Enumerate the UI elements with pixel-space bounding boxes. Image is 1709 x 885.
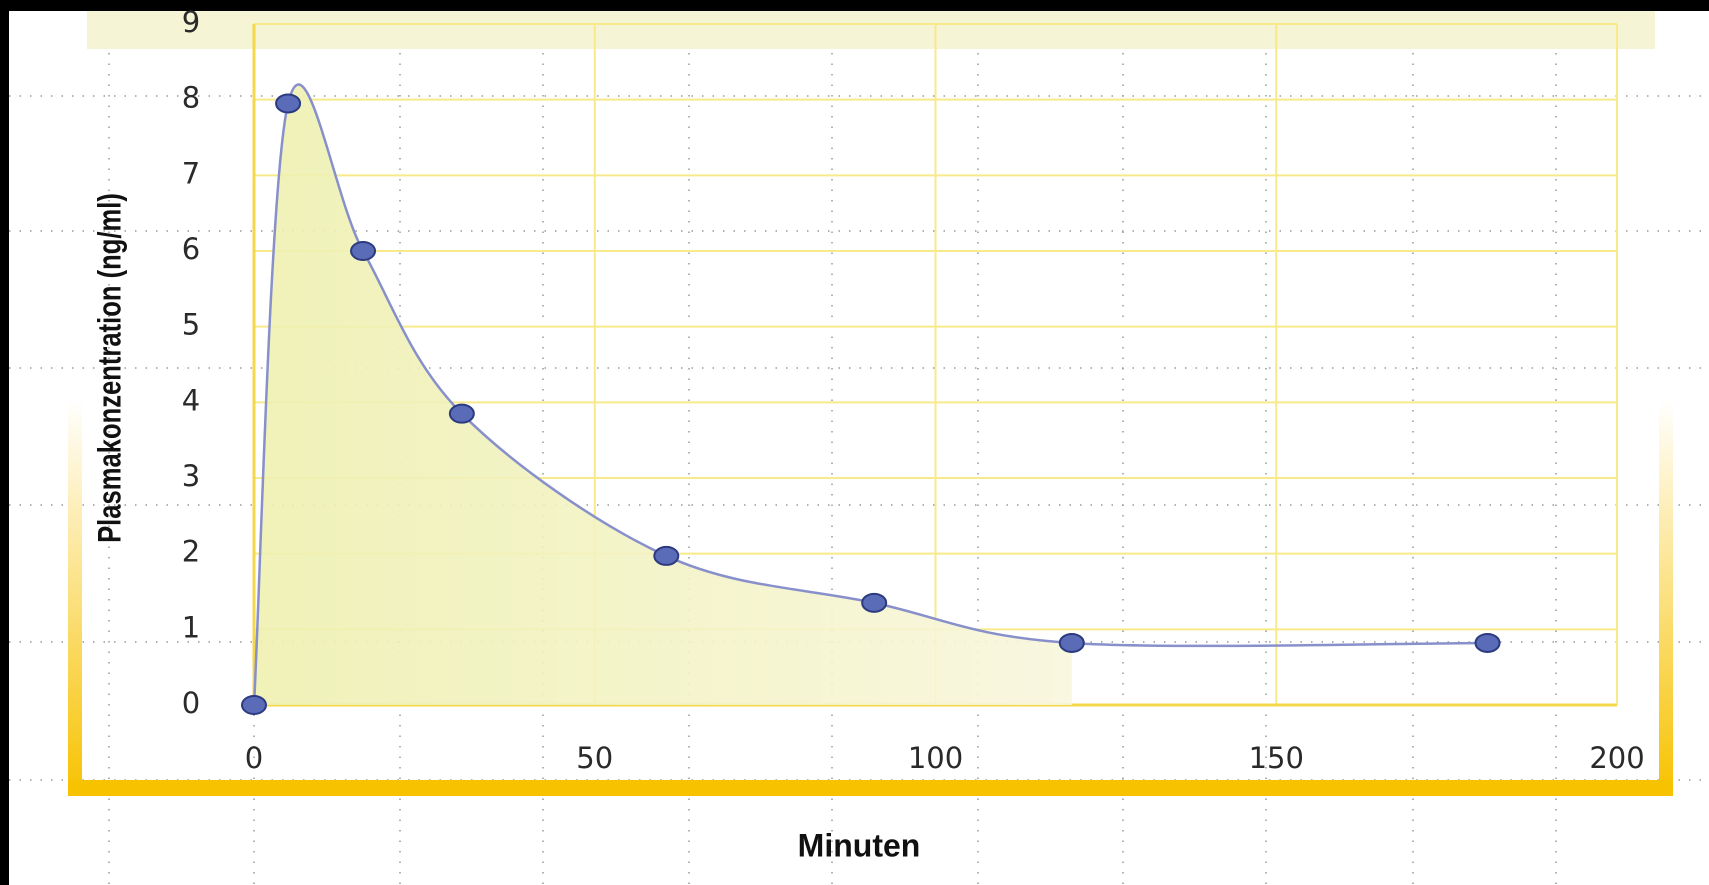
y-tick-label: 8 [182, 81, 200, 115]
marker [1474, 632, 1501, 653]
x-tick-label: 100 [908, 741, 963, 775]
top-band [87, 11, 1655, 49]
marker [350, 241, 377, 261]
y-tick-label: 0 [182, 686, 200, 720]
y-axis-title: Plasmakonzentration (ng/ml) [93, 193, 128, 543]
x-tick-label: 200 [1589, 741, 1644, 775]
y-tick-label: 5 [182, 308, 200, 342]
y-tick-label: 2 [182, 535, 200, 569]
marker [861, 592, 888, 613]
plot: 0 1 2 3 4 5 6 7 8 9 0 50 100 150 200 [182, 5, 1645, 775]
marker [1058, 632, 1085, 653]
frame-left [68, 400, 82, 796]
marker [653, 545, 680, 566]
y-tick-label: 6 [182, 232, 200, 266]
frame-right [1659, 400, 1673, 796]
marker [275, 93, 302, 114]
x-axis-title: Minuten [798, 827, 921, 863]
y-tick-label: 7 [182, 156, 200, 190]
y-tick-label: 1 [182, 610, 200, 644]
y-tick-label: 4 [182, 383, 200, 417]
area-fill [254, 84, 1072, 705]
y-tick-label: 9 [182, 5, 200, 39]
frame-bottom [68, 780, 1673, 796]
marker [448, 403, 475, 424]
x-tick-label: 150 [1249, 741, 1304, 775]
y-tick-label: 3 [182, 459, 200, 493]
x-tick-label: 0 [245, 741, 263, 775]
marker [241, 695, 267, 715]
x-tick-label: 50 [576, 741, 613, 775]
